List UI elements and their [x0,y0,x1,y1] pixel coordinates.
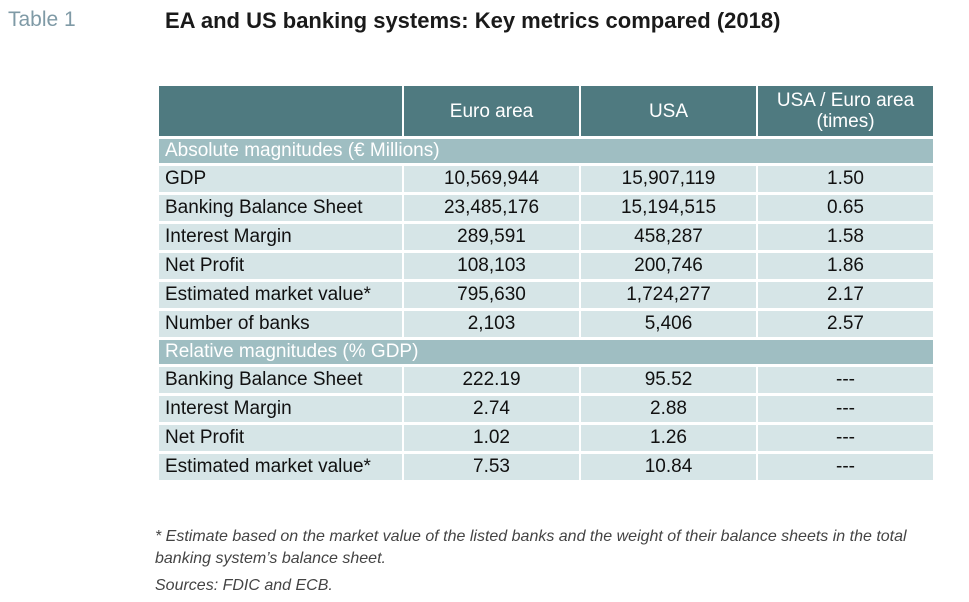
cell-usa: 1.26 [581,425,756,451]
table-label: Table 1 [8,8,76,31]
table-row: Interest Margin 289,591 458,287 1.58 [159,224,933,250]
cell-euro-area: 289,591 [404,224,579,250]
cell-euro-area: 795,630 [404,282,579,308]
table-row: Estimated market value* 795,630 1,724,27… [159,282,933,308]
header-row: Euro area USA USA / Euro area (times) [159,86,933,136]
row-label: Estimated market value* [159,454,402,480]
table-row: Net Profit 1.02 1.26 --- [159,425,933,451]
cell-ratio: 1.58 [758,224,933,250]
footnote: * Estimate based on the market value of … [155,528,907,567]
section-row-relative: Relative magnitudes (% GDP) [159,340,933,364]
cell-euro-area: 1.02 [404,425,579,451]
row-label: Banking Balance Sheet [159,367,402,393]
header-usa: USA [581,86,756,136]
cell-euro-area: 2,103 [404,311,579,337]
cell-usa: 1,724,277 [581,282,756,308]
cell-usa: 15,194,515 [581,195,756,221]
table-title: EA and US banking systems: Key metrics c… [165,8,781,33]
table-row: Banking Balance Sheet 222.19 95.52 --- [159,367,933,393]
cell-euro-area: 222.19 [404,367,579,393]
cell-euro-area: 10,569,944 [404,166,579,192]
cell-ratio: --- [758,425,933,451]
header-euro-area: Euro area [404,86,579,136]
cell-usa: 458,287 [581,224,756,250]
sources-note: Sources: FDIC and ECB. [155,577,333,594]
header-empty-cell [159,86,402,136]
cell-usa: 2.88 [581,396,756,422]
cell-euro-area: 2.74 [404,396,579,422]
section-heading: Absolute magnitudes (€ Millions) [159,139,933,163]
row-label: Interest Margin [159,396,402,422]
cell-ratio: 0.65 [758,195,933,221]
table-row: Interest Margin 2.74 2.88 --- [159,396,933,422]
row-label: GDP [159,166,402,192]
cell-ratio: --- [758,367,933,393]
cell-euro-area: 108,103 [404,253,579,279]
cell-usa: 95.52 [581,367,756,393]
row-label: Net Profit [159,253,402,279]
cell-euro-area: 23,485,176 [404,195,579,221]
section-row-absolute: Absolute magnitudes (€ Millions) [159,139,933,163]
row-label: Banking Balance Sheet [159,195,402,221]
cell-ratio: 2.57 [758,311,933,337]
section-heading: Relative magnitudes (% GDP) [159,340,933,364]
table-row: Number of banks 2,103 5,406 2.57 [159,311,933,337]
table-row: GDP 10,569,944 15,907,119 1.50 [159,166,933,192]
row-label: Number of banks [159,311,402,337]
row-label: Net Profit [159,425,402,451]
cell-usa: 5,406 [581,311,756,337]
table-row: Estimated market value* 7.53 10.84 --- [159,454,933,480]
table-row: Banking Balance Sheet 23,485,176 15,194,… [159,195,933,221]
cell-ratio: 1.50 [758,166,933,192]
table-row: Net Profit 108,103 200,746 1.86 [159,253,933,279]
cell-ratio: 1.86 [758,253,933,279]
row-label: Interest Margin [159,224,402,250]
cell-ratio: 2.17 [758,282,933,308]
cell-euro-area: 7.53 [404,454,579,480]
metrics-table: Euro area USA USA / Euro area (times) Ab… [157,83,935,483]
header-ratio: USA / Euro area (times) [758,86,933,136]
cell-usa: 10.84 [581,454,756,480]
cell-usa: 15,907,119 [581,166,756,192]
row-label: Estimated market value* [159,282,402,308]
cell-usa: 200,746 [581,253,756,279]
cell-ratio: --- [758,454,933,480]
cell-ratio: --- [758,396,933,422]
